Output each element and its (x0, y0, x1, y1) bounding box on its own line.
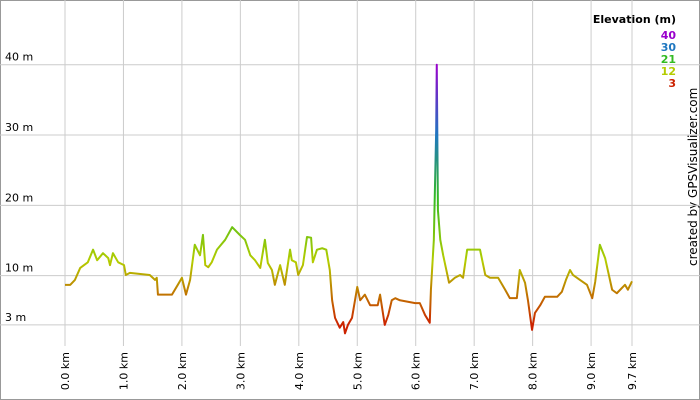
y-tick-label: 30 m (5, 121, 33, 134)
legend-entry: 21 (661, 53, 676, 66)
y-tick-label: 10 m (5, 262, 33, 275)
x-tick-label: 3.0 km (234, 352, 247, 390)
legend-entry: 30 (661, 41, 677, 54)
elevation-line (65, 63, 633, 335)
x-tick-label: 9.7 km (626, 352, 639, 390)
x-tick-label: 2.0 km (176, 352, 189, 390)
credit: created by GPSVisualizer.com (686, 88, 700, 266)
legend-entry: 3 (668, 77, 676, 90)
x-tick-label: 9.0 km (585, 352, 598, 390)
x-tick-label: 7.0 km (468, 352, 481, 390)
x-tick-label: 8.0 km (527, 352, 540, 390)
y-tick-label: 3 m (5, 311, 26, 324)
x-tick-label: 1.0 km (117, 352, 130, 390)
legend-title: Elevation (m) (593, 13, 676, 26)
y-tick-label: 40 m (5, 51, 33, 64)
legend-entry: 12 (661, 65, 676, 78)
y-tick-label: 20 m (5, 191, 33, 204)
x-tick-label: 6.0 km (410, 352, 423, 390)
x-tick-label: 0.0 km (59, 352, 72, 390)
x-tick-label: 4.0 km (293, 352, 306, 390)
x-tick-label: 5.0 km (351, 352, 364, 390)
legend-entry: 40 (661, 29, 677, 42)
